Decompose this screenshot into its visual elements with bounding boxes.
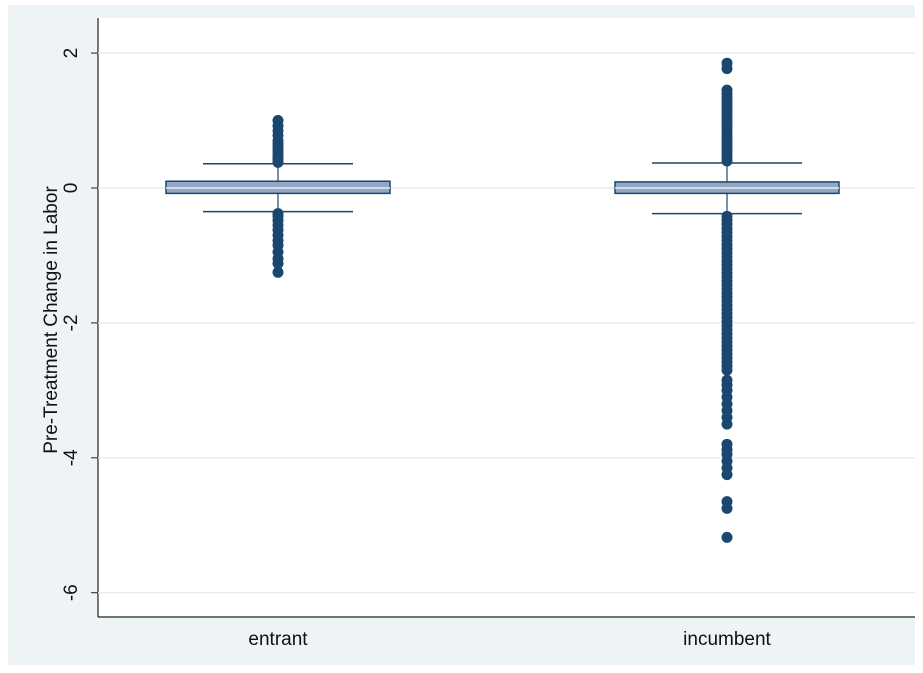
outlier — [721, 469, 733, 481]
y-tick-label: 0 — [61, 183, 82, 194]
y-tick-label: -4 — [61, 449, 82, 466]
outlier — [272, 266, 284, 278]
x-tick-label: incumbent — [683, 629, 771, 650]
y-tick-label: -6 — [61, 584, 82, 601]
plot-area — [98, 18, 915, 617]
outlier — [721, 502, 733, 514]
y-tick-label: -2 — [61, 314, 82, 331]
outlier — [721, 364, 733, 376]
outlier — [272, 258, 284, 270]
outlier — [721, 57, 733, 69]
outlier — [721, 418, 733, 430]
x-tick-label: entrant — [248, 629, 308, 650]
y-tick-label: 2 — [61, 48, 82, 59]
outlier — [721, 84, 733, 96]
outlier — [721, 531, 733, 543]
y-axis-label: Pre-Treatment Change in Labor — [41, 186, 62, 454]
outlier — [272, 115, 284, 127]
